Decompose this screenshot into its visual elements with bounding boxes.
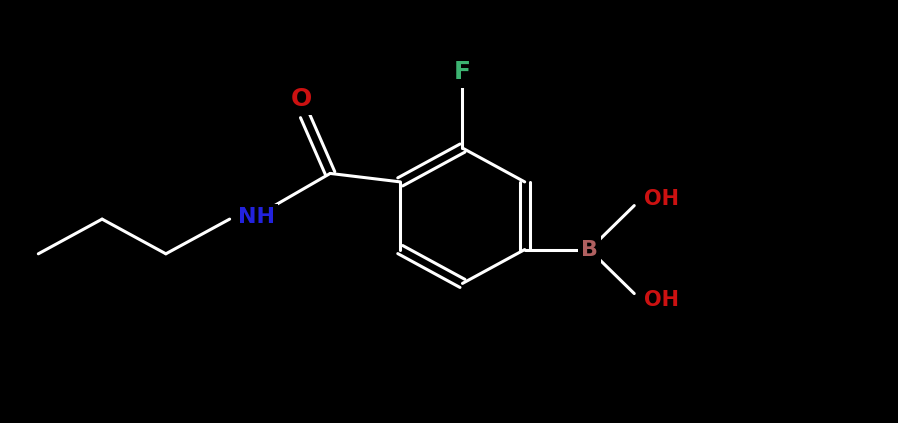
Text: OH: OH [644, 290, 679, 310]
Text: O: O [291, 87, 313, 111]
Text: NH: NH [238, 207, 275, 228]
Text: F: F [454, 60, 471, 84]
Text: OH: OH [644, 189, 679, 209]
Text: B: B [581, 239, 598, 260]
